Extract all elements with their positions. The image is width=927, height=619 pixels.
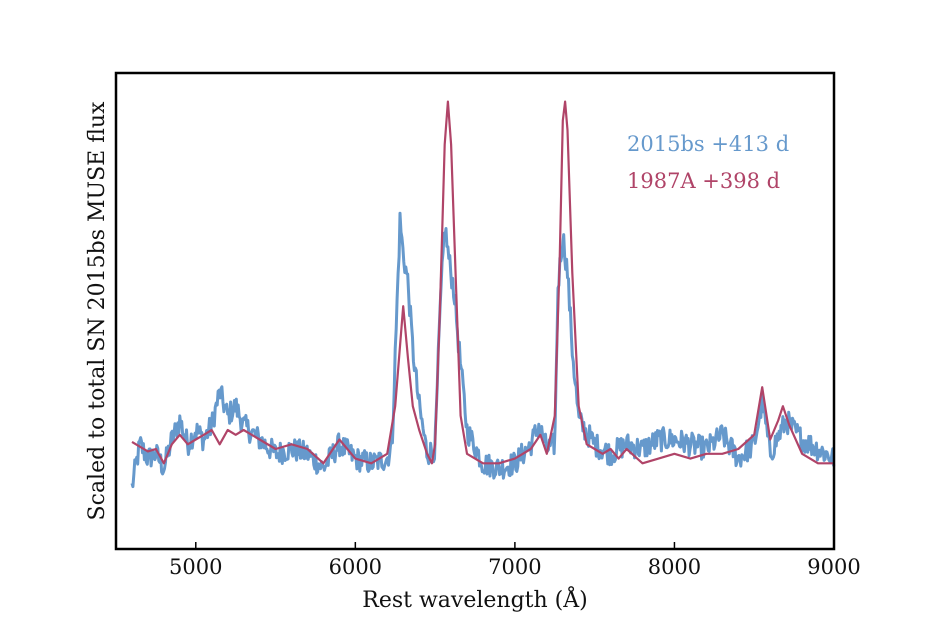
y-axis-label: Scaled to total SN 2015bs MUSE flux <box>85 101 110 520</box>
series-layer <box>130 100 836 489</box>
x-tick-label-8000: 8000 <box>648 555 701 579</box>
x-axis: 5000 6000 7000 8000 9000 <box>169 542 861 579</box>
plot-frame <box>114 71 836 551</box>
series-2015bs-line <box>130 211 836 489</box>
x-tick-label-6000: 6000 <box>329 555 382 579</box>
legend-entry-2015bs: 2015bs +413 d <box>627 132 789 156</box>
legend-entry-1987a: 1987A +398 d <box>627 169 780 193</box>
series-1987a-line <box>131 100 834 465</box>
x-tick-label-7000: 7000 <box>488 555 541 579</box>
x-axis-label: Rest wavelength (Å) <box>362 585 587 613</box>
x-tick-label-5000: 5000 <box>169 555 222 579</box>
legend: 2015bs +413 d 1987A +398 d <box>627 132 789 193</box>
x-tick-label-9000: 9000 <box>807 555 860 579</box>
